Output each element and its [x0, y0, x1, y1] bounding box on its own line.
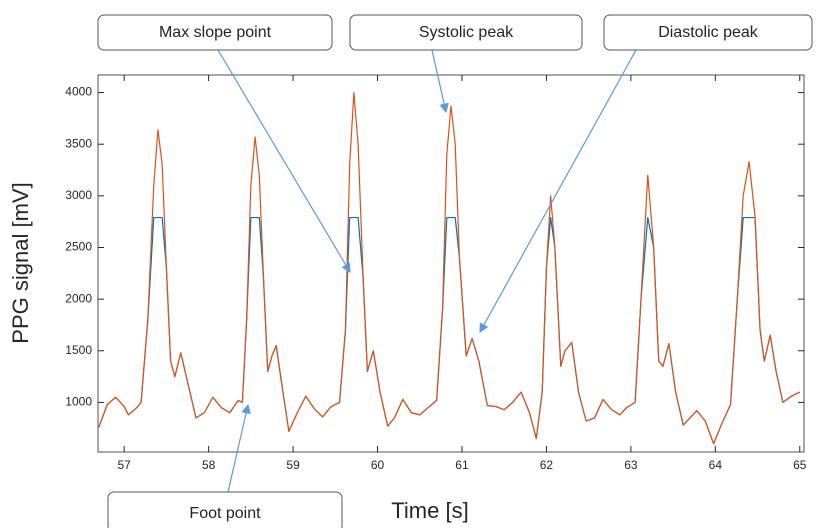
x-tick-label: 59: [286, 458, 300, 472]
y-tick-label: 3000: [65, 188, 92, 202]
plot-area: [97, 74, 805, 453]
annotation: Systolic peak: [419, 24, 514, 41]
x-tick-label: 65: [793, 458, 807, 472]
y-tick-label: 3500: [65, 136, 92, 150]
arrow: [227, 403, 251, 493]
x-tick-label: 57: [117, 458, 131, 472]
x-tick-label: 60: [371, 458, 385, 472]
x-tick-label: 61: [455, 458, 469, 472]
y-tick-label: 2500: [65, 240, 92, 254]
x-tick-label: 58: [202, 458, 216, 472]
annotation-box: [603, 14, 813, 51]
annotation: Max slope point: [159, 24, 272, 41]
y-tick-label: 1000: [65, 395, 92, 409]
y-tick-label: 2000: [65, 291, 92, 305]
plot: 1000 1500 2000 2500 3000 3500 4000 57 58 59 60 61 62…: [65, 75, 807, 472]
series-line: [98, 91, 801, 445]
annotation-box: [97, 14, 333, 51]
arrow: [217, 49, 351, 274]
x-axis-label: Time [s]: [391, 498, 468, 523]
y-tick-label: 1500: [65, 343, 92, 357]
x-tick-label: 64: [709, 458, 723, 472]
annotation: Diastolic peak: [658, 24, 759, 41]
y-axis-label: PPG signal [mV]: [8, 182, 33, 343]
arrow: [479, 49, 637, 334]
x-tick-label: 63: [624, 458, 638, 472]
annotation-box: [107, 491, 343, 528]
annotation: Foot point: [189, 505, 261, 522]
arrow: [431, 49, 449, 114]
annotation-box: [349, 14, 583, 51]
y-tick-label: 4000: [65, 85, 92, 99]
x-tick-label: 62: [540, 458, 554, 472]
